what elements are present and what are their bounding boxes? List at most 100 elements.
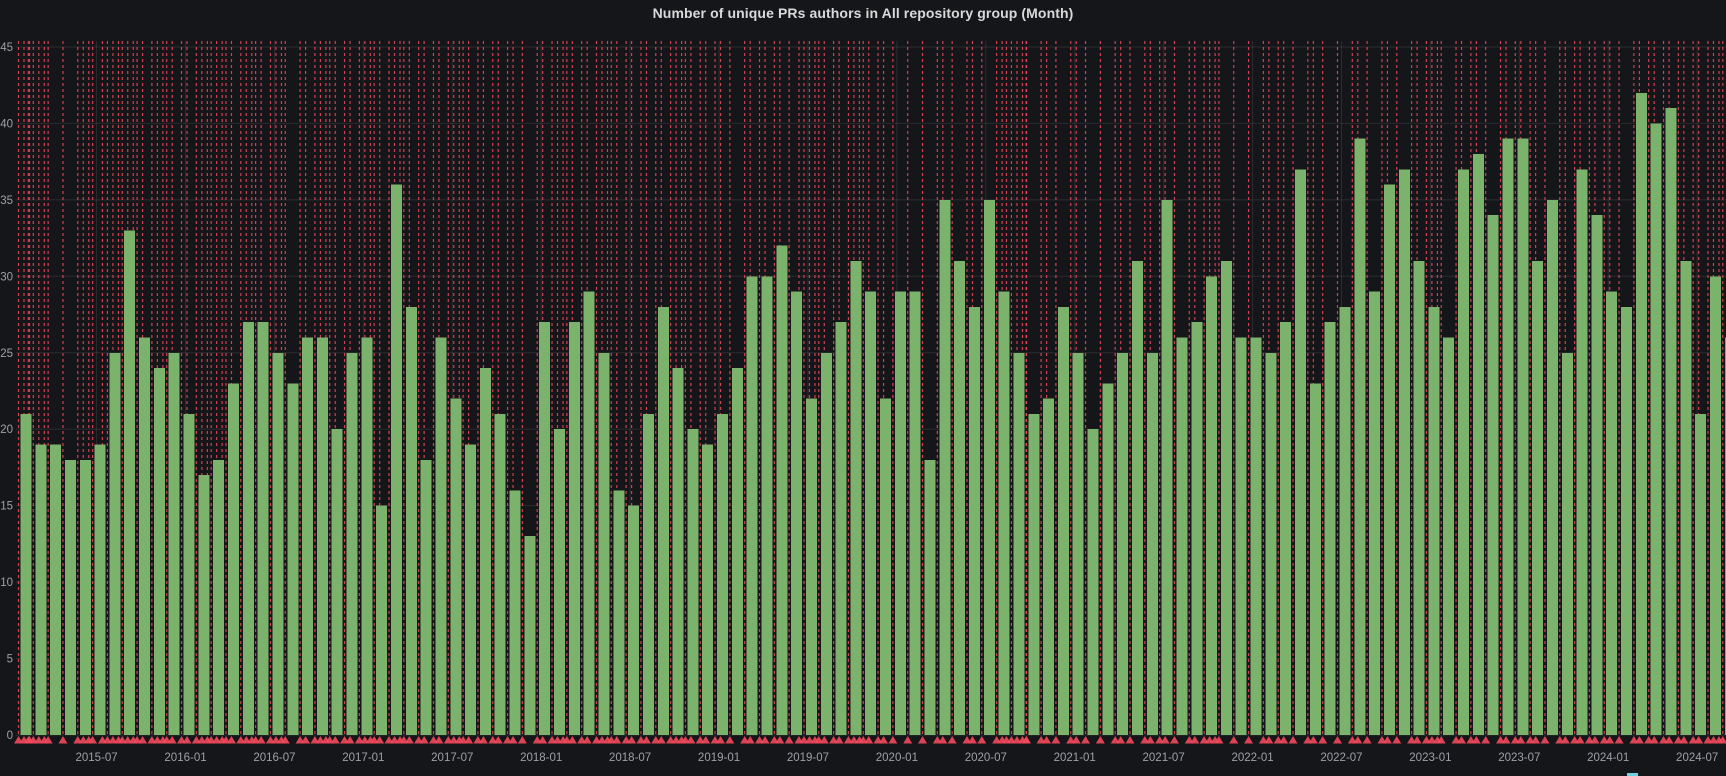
bar-2021-08[interactable] [1176, 337, 1188, 735]
bar-2023-12[interactable] [1591, 215, 1603, 735]
bar-2018-02[interactable] [554, 429, 566, 735]
annotation-marker-icon[interactable] [1590, 736, 1600, 744]
annotation-marker-icon[interactable] [1160, 736, 1170, 744]
bar-2021-09[interactable] [1191, 322, 1203, 735]
bar-2018-12[interactable] [702, 444, 714, 735]
annotation-marker-icon[interactable] [478, 736, 488, 744]
bar-2023-03[interactable] [1458, 169, 1470, 735]
annotation-marker-icon[interactable] [1264, 736, 1274, 744]
bar-2023-01[interactable] [1428, 306, 1440, 735]
annotation-marker-icon[interactable] [1501, 736, 1511, 744]
bar-2021-02[interactable] [1087, 429, 1099, 735]
annotation-marker-icon[interactable] [1021, 736, 1031, 744]
annotation-marker-icon[interactable] [834, 736, 844, 744]
annotation-marker-icon[interactable] [1382, 736, 1392, 744]
bar-2019-05[interactable] [776, 245, 788, 735]
bar-2017-07[interactable] [450, 398, 462, 735]
annotation-marker-icon[interactable] [1229, 736, 1239, 744]
bar-2016-10[interactable] [316, 337, 328, 735]
bar-2017-04[interactable] [405, 306, 417, 735]
bar-2022-06[interactable] [1324, 322, 1336, 735]
bar-2021-11[interactable] [1220, 261, 1232, 735]
annotation-marker-icon[interactable] [1042, 736, 1052, 744]
bar-2021-12[interactable] [1235, 337, 1247, 735]
annotation-marker-icon[interactable] [1457, 736, 1467, 744]
annotation-marker-icon[interactable] [627, 736, 637, 744]
bar-2020-04[interactable] [939, 199, 951, 736]
annotation-marker-icon[interactable] [1051, 736, 1061, 744]
bar-2019-01[interactable] [717, 413, 729, 735]
annotation-marker-icon[interactable] [538, 736, 548, 744]
annotation-marker-icon[interactable] [938, 736, 948, 744]
bar-2024-06[interactable] [1680, 261, 1692, 735]
bar-2020-06[interactable] [968, 306, 980, 735]
annotation-marker-icon[interactable] [1116, 736, 1126, 744]
bar-2024-02[interactable] [1621, 306, 1633, 735]
annotation-marker-icon[interactable] [656, 736, 666, 744]
bar-2022-01[interactable] [1250, 337, 1262, 735]
annotation-marker-icon[interactable] [404, 736, 414, 744]
bar-2022-05[interactable] [1309, 383, 1321, 735]
annotation-marker-icon[interactable] [1649, 736, 1659, 744]
bar-2017-11[interactable] [509, 490, 521, 735]
bar-2022-12[interactable] [1413, 261, 1425, 735]
bar-2018-11[interactable] [687, 429, 699, 735]
annotation-marker-icon[interactable] [1145, 736, 1155, 744]
annotation-marker-icon[interactable] [1679, 736, 1689, 744]
annotation-marker-icon[interactable] [226, 736, 236, 744]
bar-2015-03[interactable] [35, 444, 47, 735]
annotation-marker-icon[interactable] [918, 736, 928, 744]
bar-2015-08[interactable] [109, 352, 121, 735]
bar-2022-09[interactable] [1369, 291, 1381, 735]
annotation-marker-icon[interactable] [775, 736, 785, 744]
bar-2018-07[interactable] [628, 505, 640, 735]
bar-2022-08[interactable] [1354, 138, 1366, 735]
bar-2018-08[interactable] [642, 413, 654, 735]
annotation-marker-icon[interactable] [182, 736, 192, 744]
bar-2016-12[interactable] [346, 352, 358, 735]
annotation-marker-icon[interactable] [888, 736, 898, 744]
bar-2024-08[interactable] [1709, 276, 1721, 735]
bar-2015-02[interactable] [20, 413, 32, 735]
annotation-marker-icon[interactable] [977, 736, 987, 744]
annotation-marker-icon[interactable] [330, 736, 340, 744]
annotation-marker-icon[interactable] [464, 736, 474, 744]
bar-2022-04[interactable] [1295, 169, 1307, 735]
bar-2016-04[interactable] [227, 383, 239, 735]
bar-2019-10[interactable] [850, 261, 862, 735]
bar-2019-04[interactable] [761, 276, 773, 735]
annotation-marker-icon[interactable] [745, 736, 755, 744]
bar-2017-05[interactable] [420, 459, 432, 735]
annotation-marker-icon[interactable] [784, 736, 794, 744]
bar-2024-04[interactable] [1650, 123, 1662, 735]
annotation-marker-icon[interactable] [256, 736, 266, 744]
bar-2019-02[interactable] [731, 368, 743, 735]
bar-2020-07[interactable] [983, 199, 995, 736]
bar-2021-07[interactable] [1161, 199, 1173, 736]
annotation-marker-icon[interactable] [612, 736, 622, 744]
annotation-marker-icon[interactable] [1694, 736, 1704, 744]
bar-2017-10[interactable] [494, 413, 506, 735]
bar-2017-02[interactable] [376, 505, 388, 735]
annotation-marker-icon[interactable] [725, 736, 735, 744]
bar-2023-09[interactable] [1546, 199, 1558, 736]
bar-2019-03[interactable] [746, 276, 758, 735]
annotation-marker-icon[interactable] [1614, 736, 1624, 744]
bar-2015-12[interactable] [168, 352, 180, 735]
annotation-marker-icon[interactable] [1718, 736, 1726, 744]
annotation-marker-icon[interactable] [1481, 736, 1491, 744]
annotation-marker-icon[interactable] [1664, 736, 1674, 744]
annotation-marker-icon[interactable] [419, 736, 429, 744]
bar-2024-05[interactable] [1665, 108, 1677, 736]
bar-2017-12[interactable] [524, 536, 536, 735]
annotation-marker-icon[interactable] [1279, 736, 1289, 744]
annotation-marker-icon[interactable] [434, 736, 444, 744]
annotation-marker-icon[interactable] [280, 736, 290, 744]
bar-2023-06[interactable] [1502, 138, 1514, 735]
annotation-marker-icon[interactable] [701, 736, 711, 744]
annotation-marker-icon[interactable] [1353, 736, 1363, 744]
bar-2019-07[interactable] [805, 398, 817, 735]
annotation-marker-icon[interactable] [493, 736, 503, 744]
bar-2017-03[interactable] [391, 184, 402, 735]
bar-2024-03[interactable] [1635, 92, 1647, 735]
